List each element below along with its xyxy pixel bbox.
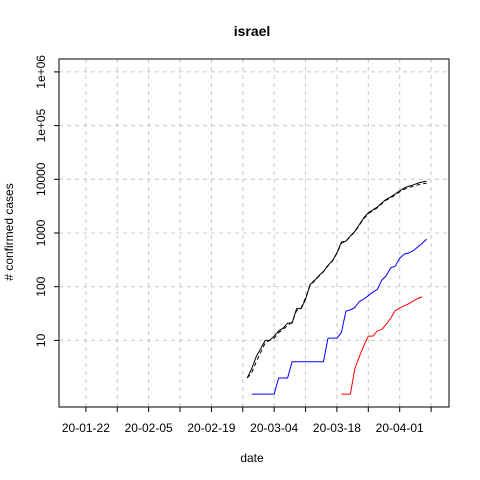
x-tick-label: 20-03-04 [250,421,298,435]
y-tick-label: 1e+06 [34,55,48,89]
chart-title: israel [234,23,271,39]
y-tick-label: 10 [34,333,48,347]
x-tick-label: 20-03-18 [313,421,361,435]
x-tick-label: 20-02-19 [187,421,235,435]
y-tick-label: 100 [34,276,48,296]
x-tick-label: 20-04-01 [376,421,424,435]
x-tick-label: 20-01-22 [62,421,110,435]
x-tick-label: 20-02-05 [125,421,173,435]
y-tick-label: 1000 [34,219,48,246]
y-tick-label: 1e+05 [34,108,48,142]
y-tick-label: 10000 [34,162,48,196]
x-axis-label: date [240,451,264,465]
y-axis-label: # confirmed cases [2,183,16,280]
